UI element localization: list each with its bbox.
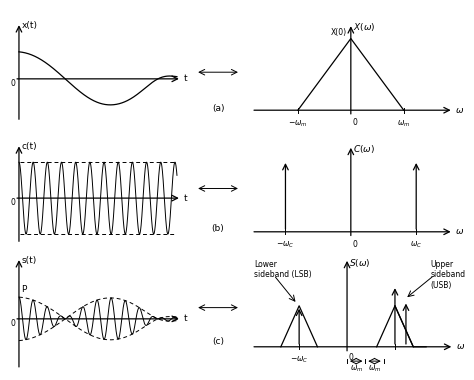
Text: $-\omega_C$: $-\omega_C$: [290, 354, 309, 365]
Text: 0: 0: [10, 79, 15, 88]
Text: c(t): c(t): [21, 142, 37, 151]
Text: 0: 0: [348, 353, 353, 362]
Text: $X(\omega)$: $X(\omega)$: [353, 21, 376, 33]
Text: X(0): X(0): [331, 28, 347, 37]
Text: P: P: [21, 285, 27, 294]
Text: $\omega$: $\omega$: [455, 106, 464, 115]
Text: $\omega_C$: $\omega_C$: [410, 240, 422, 250]
Text: t: t: [183, 194, 187, 203]
Text: $C(\omega)$: $C(\omega)$: [353, 143, 375, 155]
Text: Lower
sideband (LSB): Lower sideband (LSB): [254, 260, 312, 279]
Text: $S(\omega)$: $S(\omega)$: [349, 257, 371, 269]
Text: $\omega_m$: $\omega_m$: [349, 364, 363, 374]
Text: $-\omega_C$: $-\omega_C$: [276, 240, 295, 250]
Text: x(t): x(t): [21, 21, 37, 30]
Text: $-\omega_m$: $-\omega_m$: [288, 118, 308, 128]
Text: 0: 0: [10, 198, 15, 207]
Text: $\omega$: $\omega$: [456, 342, 465, 351]
Text: 0: 0: [10, 319, 15, 328]
Text: t: t: [183, 314, 187, 323]
Text: 0: 0: [352, 240, 357, 249]
Text: $\omega_m$: $\omega_m$: [397, 118, 410, 128]
Text: s(t): s(t): [21, 256, 36, 265]
Text: 0: 0: [352, 118, 357, 127]
Text: Upper
sideband
(USB): Upper sideband (USB): [430, 260, 465, 290]
Text: (c): (c): [212, 337, 224, 346]
Text: $\omega$: $\omega$: [455, 227, 464, 236]
Text: $\omega_m$: $\omega_m$: [368, 364, 381, 374]
Text: (a): (a): [212, 104, 224, 113]
Text: t: t: [183, 74, 187, 83]
Text: (b): (b): [212, 223, 224, 233]
